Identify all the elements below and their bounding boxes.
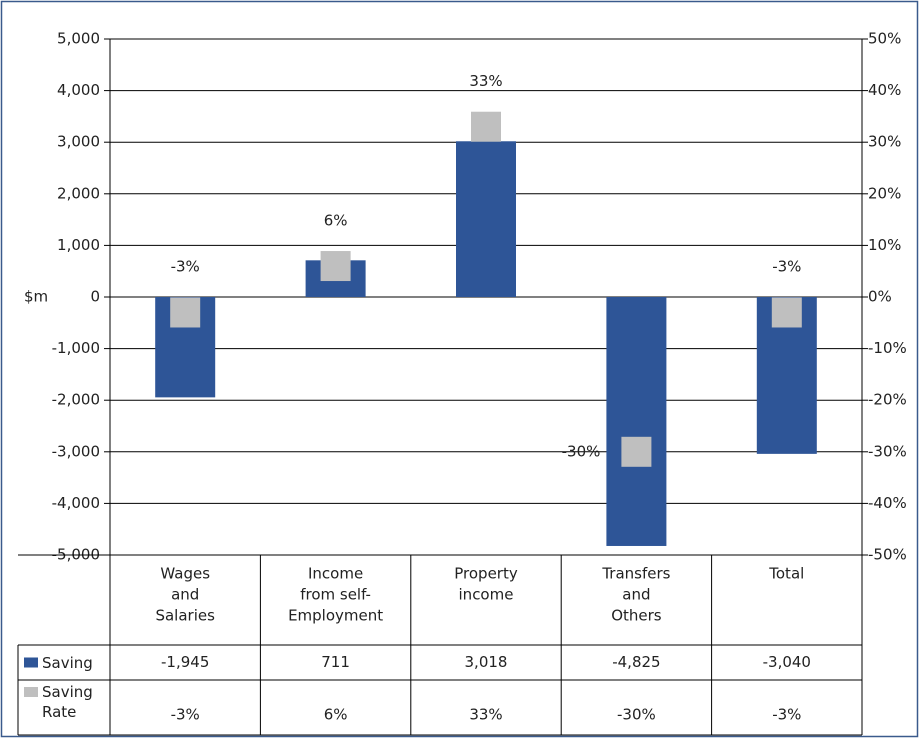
- table-value: -1,945: [161, 653, 209, 671]
- data-label: 6%: [324, 212, 348, 230]
- legend-swatch: [24, 687, 38, 697]
- table-value: 33%: [469, 706, 502, 724]
- y2-tick-label: -50%: [868, 546, 907, 564]
- category-label: Income: [308, 565, 363, 583]
- category-label: income: [459, 586, 514, 604]
- legend-label: Saving Rate: [42, 683, 93, 721]
- y2-tick-label: 0%: [868, 288, 892, 306]
- category-label: Property: [454, 565, 518, 583]
- y2-tick-label: 30%: [868, 133, 901, 151]
- table-value: 3,018: [465, 653, 508, 671]
- y-tick-label: -3,000: [52, 442, 100, 460]
- table-value: 6%: [324, 706, 348, 724]
- y-tick-label: -1,000: [52, 339, 100, 357]
- data-label: 33%: [469, 72, 502, 90]
- y2-tick-label: -20%: [868, 391, 907, 409]
- y2-tick-label: -40%: [868, 494, 907, 512]
- y-tick-label: 5,000: [57, 30, 100, 48]
- y-tick-label: 4,000: [57, 81, 100, 99]
- category-label: Salaries: [155, 607, 215, 625]
- bar: [606, 297, 667, 546]
- y2-tick-label: -30%: [868, 442, 907, 460]
- marker: [320, 251, 351, 282]
- table-value: -3%: [772, 706, 801, 724]
- category-label: Total: [768, 565, 804, 583]
- category-label: and: [171, 586, 199, 604]
- y2-tick-label: 40%: [868, 81, 901, 99]
- y2-tick-label: 50%: [868, 30, 901, 48]
- marker: [621, 436, 652, 467]
- legend-swatch: [24, 657, 38, 668]
- data-label: -3%: [171, 258, 200, 276]
- marker: [170, 297, 201, 328]
- y2-tick-label: -10%: [868, 339, 907, 357]
- category-label: Others: [611, 607, 662, 625]
- data-label: -30%: [562, 442, 601, 460]
- category-label: and: [622, 586, 650, 604]
- marker: [771, 297, 802, 328]
- category-label: Wages: [160, 565, 210, 583]
- y-tick-label: 3,000: [57, 133, 100, 151]
- category-label: from self-: [300, 586, 371, 604]
- y-tick-label: 2,000: [57, 184, 100, 202]
- category-label: Employment: [288, 607, 383, 625]
- y2-tick-label: 10%: [868, 236, 901, 254]
- y2-tick-label: 20%: [868, 184, 901, 202]
- data-label: -3%: [772, 258, 801, 276]
- table-value: -30%: [617, 706, 656, 724]
- y-tick-label: 0: [90, 288, 100, 306]
- bar: [456, 141, 516, 297]
- table-value: -3%: [171, 706, 200, 724]
- table-value: 711: [321, 653, 350, 671]
- y-tick-label: -2,000: [52, 391, 100, 409]
- y-axis-label: $m: [24, 288, 48, 306]
- category-label: Transfers: [601, 565, 670, 583]
- y-tick-label: -4,000: [52, 494, 100, 512]
- marker: [471, 111, 501, 142]
- y-tick-label: 1,000: [57, 236, 100, 254]
- legend-label: Saving: [42, 653, 93, 672]
- table-value: -3,040: [763, 653, 811, 671]
- table-value: -4,825: [612, 653, 660, 671]
